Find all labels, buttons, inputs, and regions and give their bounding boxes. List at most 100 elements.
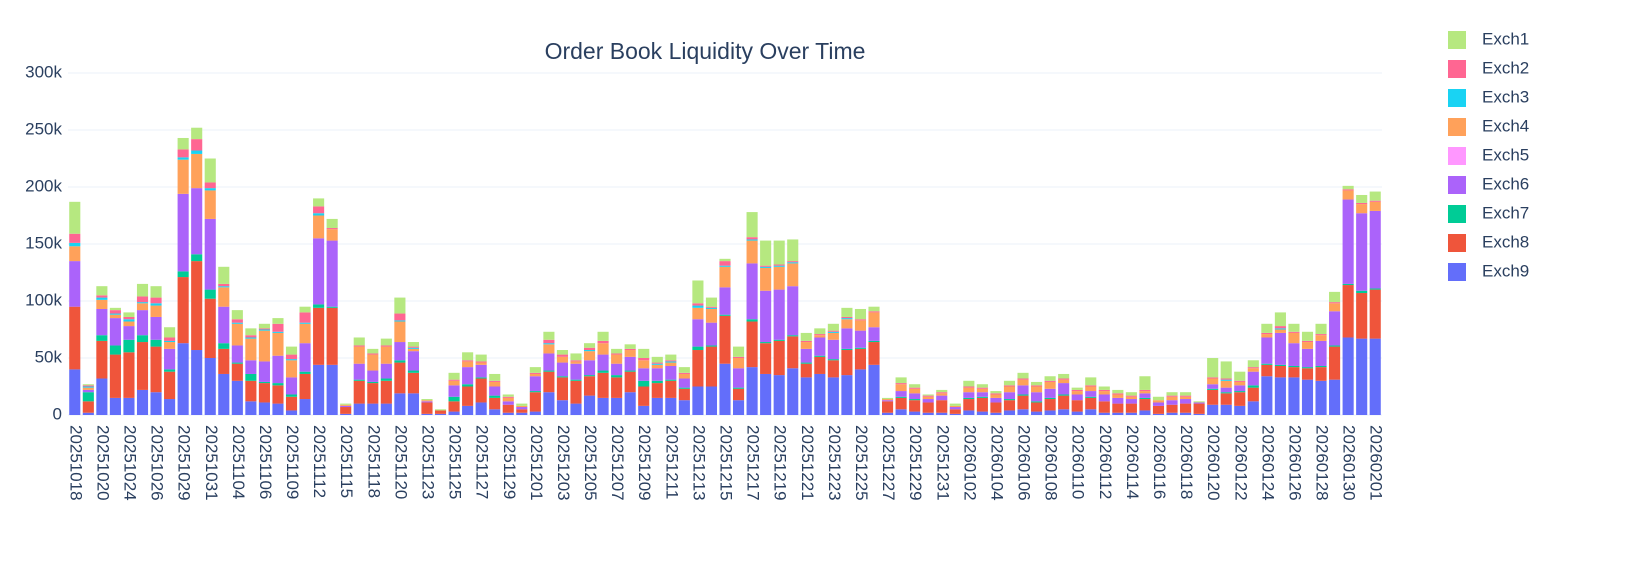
bar-segment xyxy=(109,345,121,355)
bar-segment xyxy=(1003,385,1016,387)
bar-segment xyxy=(583,343,596,348)
bar-segment xyxy=(204,298,216,358)
bar-segment xyxy=(854,319,867,321)
bar-segment xyxy=(272,318,284,324)
bar-segment xyxy=(285,346,298,355)
bar-segment xyxy=(597,343,609,355)
bar-segment xyxy=(1044,410,1056,415)
x-tick-label: 20251223 xyxy=(825,425,844,501)
bar-segment xyxy=(1166,404,1178,413)
bar-segment xyxy=(638,360,650,369)
bar-segment xyxy=(1234,385,1246,392)
x-tick-label: 20260104 xyxy=(987,425,1006,501)
bar-segment xyxy=(340,413,352,415)
bar-segment xyxy=(245,380,257,402)
bar-segment xyxy=(583,350,596,352)
bar-segment xyxy=(705,306,718,308)
bar-segment xyxy=(787,262,799,264)
bar-segment xyxy=(827,377,839,415)
bar-segment xyxy=(611,397,623,415)
bar-segment xyxy=(1180,395,1192,397)
bar-segment xyxy=(597,331,609,341)
bar-segment xyxy=(1031,392,1043,402)
bar-segment xyxy=(814,334,826,336)
bar-segment xyxy=(353,346,365,364)
bar-segment xyxy=(868,306,880,312)
bar-segment xyxy=(164,348,176,370)
bar-segment xyxy=(773,375,785,415)
bar-segment xyxy=(69,369,81,415)
bar-segment xyxy=(611,353,623,355)
bar-segment xyxy=(651,368,663,381)
bar-segment xyxy=(1315,323,1327,335)
bar-segment xyxy=(651,364,663,369)
bar-segment xyxy=(773,266,785,290)
bar-segment xyxy=(1261,323,1273,333)
bar-segment xyxy=(1274,329,1286,333)
bar-segment xyxy=(1261,337,1273,364)
bar-segment xyxy=(692,319,704,347)
bar-segment xyxy=(882,399,894,401)
bar-segment xyxy=(678,387,690,389)
bar-segment xyxy=(285,377,298,395)
bar-segment xyxy=(150,303,162,306)
bar-segment xyxy=(760,240,772,266)
legend-swatch xyxy=(1448,60,1466,78)
bar-segment xyxy=(272,323,284,332)
bar-segment xyxy=(1274,326,1286,329)
bar-segment xyxy=(1098,389,1110,392)
bar-segment xyxy=(1017,394,1029,396)
y-tick-label: 300k xyxy=(25,62,62,81)
bar-segment xyxy=(976,387,988,389)
bar-segment xyxy=(583,351,596,361)
bar-segment xyxy=(1261,363,1273,365)
bar-segment xyxy=(1274,312,1286,327)
bar-segment xyxy=(367,370,379,382)
bar-segment xyxy=(177,277,189,344)
bar-segment xyxy=(949,407,961,410)
bar-segment xyxy=(448,380,460,386)
legend-swatch xyxy=(1448,205,1466,223)
bar-segment xyxy=(529,392,541,412)
bar-segment xyxy=(529,411,541,415)
legend-label: Exch6 xyxy=(1482,174,1529,193)
bar-segment xyxy=(990,391,1002,394)
x-tick-label: 20251127 xyxy=(473,425,492,499)
bar-segment xyxy=(1342,199,1354,284)
bar-segment xyxy=(705,297,718,307)
x-tick-label: 20260120 xyxy=(1204,425,1223,501)
bar-segment xyxy=(841,375,853,415)
bar-segment xyxy=(367,403,379,415)
bar-segment xyxy=(1288,343,1300,366)
bar-segment xyxy=(1031,385,1043,387)
bar-segment xyxy=(1301,342,1314,349)
x-tick-label: 20260201 xyxy=(1367,425,1386,501)
bar-segment xyxy=(570,379,582,381)
bar-segment xyxy=(854,330,867,348)
bar-segment xyxy=(1356,202,1368,205)
bar-segment xyxy=(963,386,975,388)
bar-segment xyxy=(1071,391,1083,395)
bar-segment xyxy=(1301,340,1314,343)
bar-segment xyxy=(1044,380,1056,382)
chart-title: Order Book Liquidity Over Time xyxy=(545,38,866,64)
bar-segment xyxy=(895,377,907,384)
bar-segment xyxy=(773,289,785,340)
bar-segment xyxy=(462,384,474,387)
bar-segment xyxy=(732,368,745,388)
bar-segment xyxy=(624,370,636,372)
bar-segment xyxy=(543,344,555,354)
bar-segment xyxy=(1017,395,1029,410)
bar-segment xyxy=(285,360,298,378)
bar-segment xyxy=(245,401,257,415)
bar-segment xyxy=(800,332,812,341)
x-tick-label: 20260130 xyxy=(1340,425,1359,501)
bar-segment xyxy=(909,399,921,401)
bar-segment xyxy=(1342,285,1354,338)
bar-segment xyxy=(313,307,325,365)
bar-segment xyxy=(1369,200,1381,202)
bar-segment xyxy=(164,399,176,415)
bar-segment xyxy=(285,354,298,360)
bar-segment xyxy=(800,377,812,415)
